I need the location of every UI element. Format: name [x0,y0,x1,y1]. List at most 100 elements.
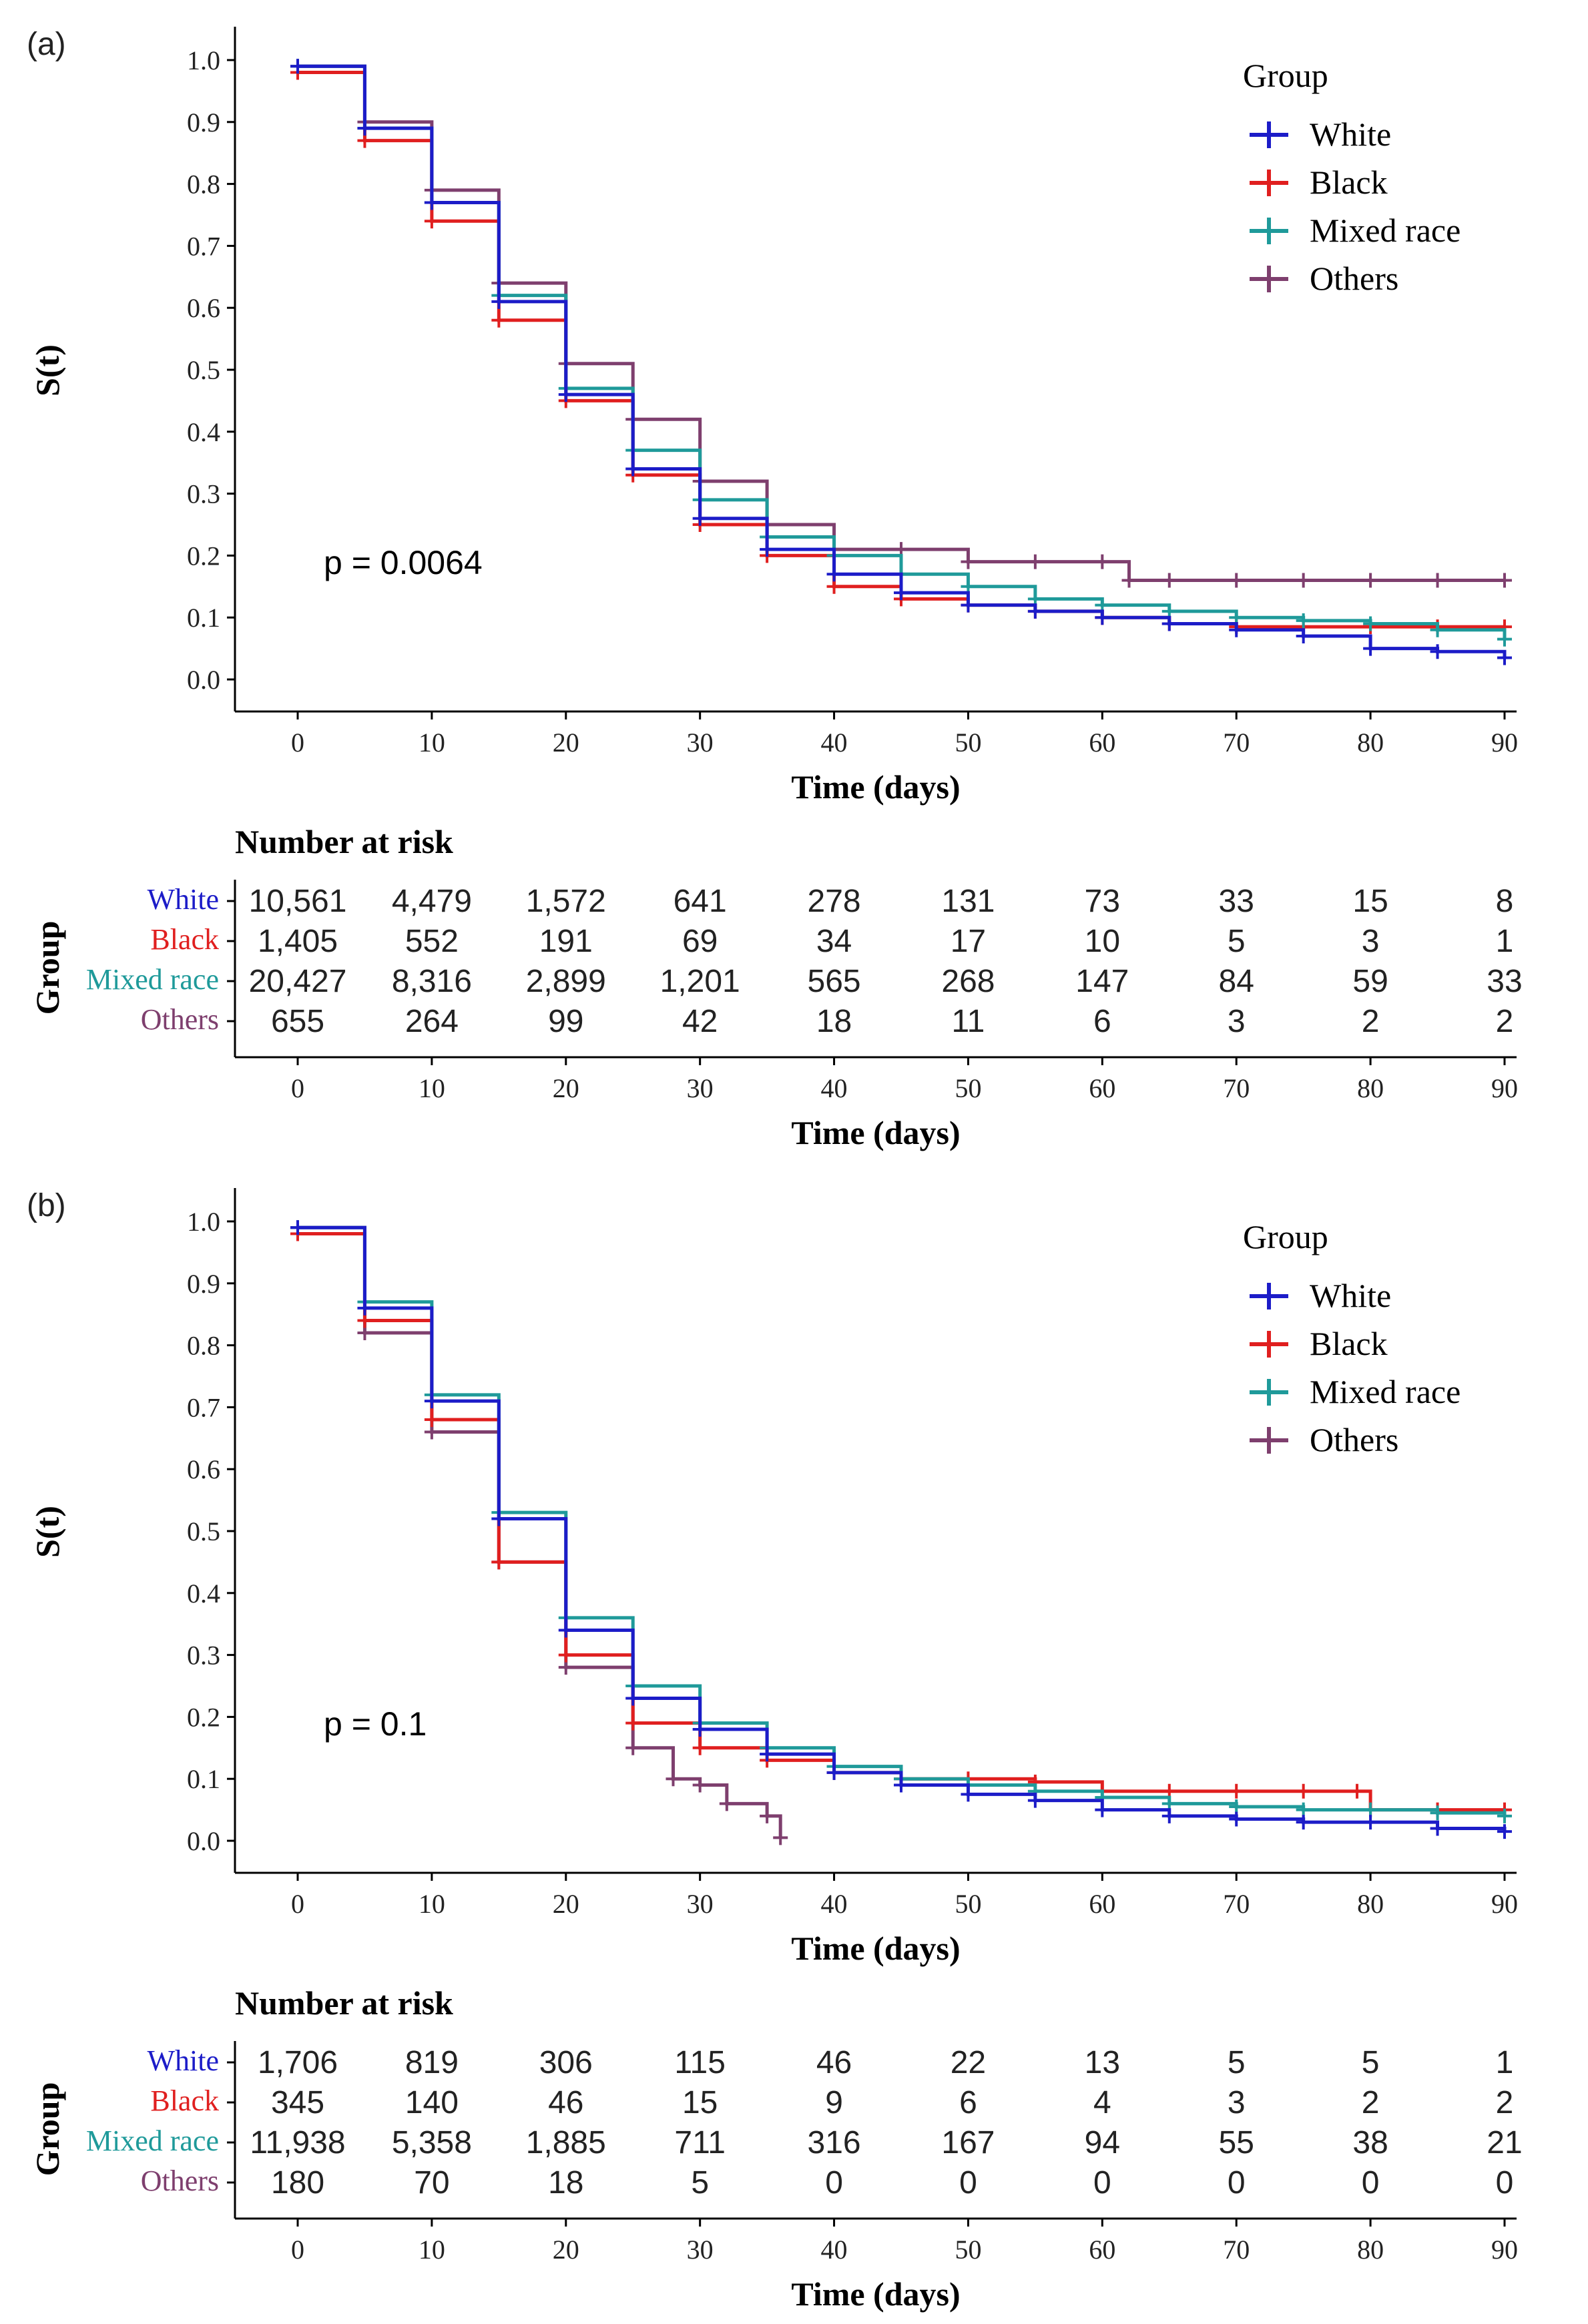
censor-mark [1161,616,1177,631]
risk-count-cell: 1,885 [526,2125,606,2160]
legend-label: Others [1310,260,1398,297]
risk-count-cell: 13 [1085,2045,1120,2080]
risk-x-tick-label: 10 [419,2235,445,2265]
legend: Group White Black Mixed race Others [1243,57,1461,297]
censor-mark [491,1511,507,1526]
censor-mark [1497,1824,1512,1839]
risk-count-cell: 2 [1362,1004,1380,1039]
risk-count-cell: 115 [674,2045,726,2080]
censor-mark [1363,641,1378,656]
y-tick-label: 0.5 [187,355,220,385]
risk-x-tick-label: 80 [1357,2235,1384,2265]
censor-mark [558,1660,573,1675]
censor-mark [357,121,372,136]
censor-mark [1229,622,1244,637]
series-white [290,1220,1512,1839]
risk-count-cell: 167 [941,2125,995,2160]
risk-count-cell: 34 [816,924,852,959]
censor-mark [894,1777,908,1793]
risk-count-cell: 59 [1352,964,1388,999]
censor-mark [1350,1783,1365,1799]
censor-mark [1363,573,1378,588]
risk-x-tick-label: 90 [1491,2235,1518,2265]
risk-count-cell: 6 [959,2085,977,2120]
risk-count-cell: 18 [548,2165,583,2201]
risk-x-tick-label: 50 [955,1073,981,1103]
risk-count-cell: 94 [1085,2125,1120,2160]
legend-title: Group [1243,1218,1328,1255]
censor-mark [424,1412,439,1427]
censor-mark [826,567,842,582]
risk-count-cell: 8,316 [392,964,472,999]
legend-label: White [1310,1277,1391,1314]
risk-count-cell: 11 [952,1004,985,1039]
censor-mark [1161,573,1177,588]
censor-mark [666,1771,681,1787]
censor-mark [357,133,372,148]
risk-group-label: White [147,883,219,916]
risk-count-cell: 3 [1228,1004,1246,1039]
risk-x-tick-label: 50 [955,2235,981,2265]
x-tick-label: 90 [1491,728,1518,758]
legend-key [1250,1331,1288,1358]
risk-x-tick-label: 40 [821,2235,848,2265]
risk-count-cell: 131 [941,884,995,919]
censor-mark [1296,629,1311,644]
risk-count-cell: 21 [1487,2125,1522,2160]
censor-mark [424,195,439,210]
censor-mark [1363,1802,1378,1817]
x-tick-label: 20 [553,728,579,758]
risk-count-cell: 2 [1496,2085,1514,2120]
y-axis-title: S(t) [29,344,66,396]
risk-count-cell: 5,358 [392,2125,472,2160]
censor-mark [1229,1783,1244,1799]
legend-key [1250,218,1288,244]
x-tick-label: 20 [553,1889,579,1919]
censor-mark [961,554,976,569]
risk-count-cell: 0 [959,2165,977,2201]
risk-count-cell: 1 [1496,2045,1514,2080]
censor-mark [961,1787,976,1802]
risk-count-cell: 42 [682,1004,718,1039]
survival-curve [298,1232,1505,1812]
risk-count-cell: 10,561 [249,884,347,919]
censor-mark [894,585,908,601]
censor-mark [290,1220,305,1235]
risk-count-cell: 0 [825,2165,843,2201]
censor-mark [1497,650,1512,665]
risk-x-tick-label: 20 [553,1073,579,1103]
censor-mark [357,1300,372,1316]
legend-key [1250,266,1288,292]
risk-count-cell: 147 [1075,964,1129,999]
censor-mark [760,542,775,557]
risk-count-cell: 99 [548,1004,583,1039]
risk-count-cell: 641 [674,884,727,919]
censor-mark [625,1740,641,1755]
censor-mark [1497,631,1512,647]
legend-key [1250,1283,1288,1310]
risk-group-label: Others [141,1003,219,1036]
x-tick-label: 30 [687,1889,714,1919]
censor-mark [1430,1805,1445,1821]
censor-mark [1095,1802,1110,1817]
x-tick-label: 80 [1357,728,1384,758]
y-tick-label: 0.6 [187,1454,220,1484]
legend-key [1250,1379,1288,1406]
p-value-annotation: p = 0.0064 [324,544,483,581]
y-tick-label: 0.0 [187,1826,220,1856]
censor-mark [625,461,641,477]
censor-mark [424,214,439,229]
risk-count-cell: 33 [1487,964,1522,999]
censor-mark [558,1647,573,1663]
censor-mark [961,597,976,613]
x-axis-title: Time (days) [791,1930,960,1967]
y-tick-label: 0.4 [187,1578,220,1609]
censor-mark [357,1313,372,1328]
y-tick-label: 0.1 [187,603,220,633]
censor-mark [1027,554,1043,569]
risk-count-cell: 69 [682,924,718,959]
risk-count-cell: 0 [1228,2165,1246,2201]
risk-table-x-title: Time (days) [791,1114,960,1151]
